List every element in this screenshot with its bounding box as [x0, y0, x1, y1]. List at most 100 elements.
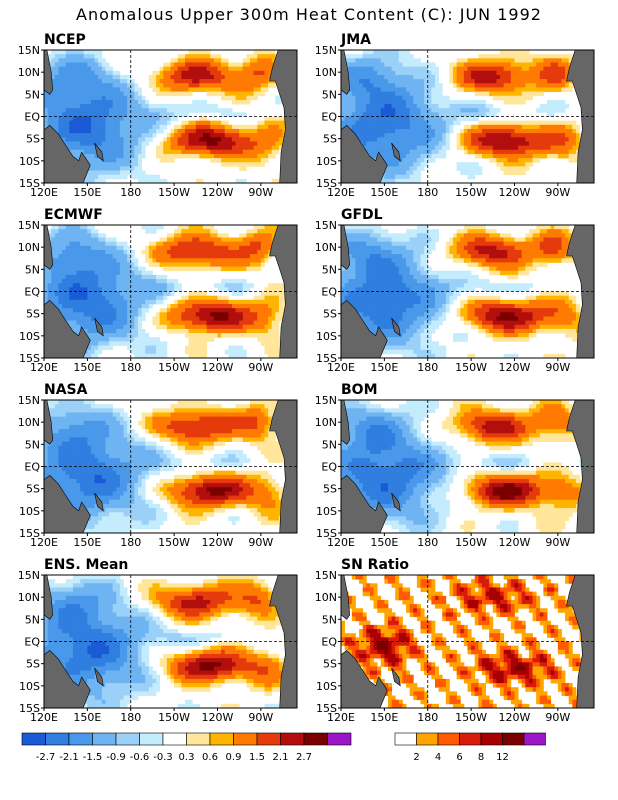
field-cell [76, 79, 81, 84]
field-cell [554, 70, 559, 76]
field-cell [116, 170, 121, 176]
field-cell [543, 141, 548, 146]
field-cell [127, 145, 132, 151]
field-cell [203, 79, 208, 84]
field-cell [257, 262, 262, 267]
field-cell [217, 79, 222, 84]
field-cell [137, 320, 142, 326]
field-cell [228, 333, 233, 338]
field-cell [492, 141, 497, 146]
field-cell [170, 116, 175, 122]
field-cell [355, 133, 360, 138]
field-cell [166, 241, 171, 247]
field-cell [127, 99, 132, 105]
field-cell [507, 128, 512, 134]
field-cell [532, 62, 537, 68]
field-cell [463, 116, 468, 122]
field-cell [137, 170, 142, 176]
field-cell [217, 128, 222, 134]
field-cell [76, 66, 81, 72]
field-cell [268, 233, 273, 238]
field-cell [391, 153, 396, 159]
field-cell [514, 87, 519, 92]
field-cell [275, 145, 280, 151]
field-cell [242, 349, 247, 355]
field-cell [112, 295, 117, 301]
field-cell [54, 249, 59, 255]
field-cell [536, 62, 541, 68]
field-cell [112, 133, 117, 138]
field-cell [489, 66, 494, 72]
field-cell [253, 237, 258, 243]
field-cell [123, 270, 128, 276]
field-cell [210, 54, 215, 59]
field-cell [478, 74, 483, 80]
field-cell [492, 153, 497, 159]
field-cell [127, 108, 132, 113]
field-cell [134, 303, 139, 309]
field-cell [127, 312, 132, 317]
field-cell [557, 62, 562, 68]
field-cell [76, 54, 81, 59]
field-cell [242, 283, 247, 288]
field-cell [65, 320, 70, 326]
field-cell [525, 66, 530, 72]
field-cell [145, 104, 150, 109]
field-cell [72, 316, 77, 321]
field-cell [177, 104, 182, 109]
field-cell [438, 104, 443, 109]
field-cell [83, 83, 88, 88]
field-cell [449, 66, 454, 72]
field-cell [83, 245, 88, 251]
field-cell [521, 149, 526, 155]
field-cell [250, 299, 255, 305]
field-cell [264, 128, 269, 134]
field-cell [496, 137, 501, 142]
field-cell [478, 62, 483, 68]
field-cell [420, 158, 425, 163]
field-cell [228, 62, 233, 68]
field-cell [98, 303, 103, 309]
field-cell [199, 116, 204, 122]
field-cell [362, 112, 367, 117]
field-cell [416, 58, 421, 63]
field-cell [500, 145, 505, 151]
field-cell [373, 108, 378, 113]
field-cell [384, 174, 389, 180]
field-cell [481, 145, 486, 151]
field-cell [192, 99, 197, 105]
field-cell [260, 50, 265, 55]
field-cell [188, 241, 193, 247]
field-cell [496, 120, 501, 126]
field-cell [481, 120, 486, 126]
field-cell [264, 83, 269, 88]
field-cell [90, 353, 95, 358]
field-cell [101, 241, 106, 247]
field-cell [471, 162, 476, 167]
field-cell [377, 116, 382, 122]
field-cell [94, 120, 99, 126]
field-cell [119, 312, 124, 317]
field-cell [518, 158, 523, 163]
field-cell [239, 316, 244, 321]
field-cell [445, 112, 450, 117]
field-cell [268, 241, 273, 247]
field-cell [377, 145, 382, 151]
field-cell [373, 149, 378, 155]
field-cell [239, 79, 244, 84]
field-cell [536, 158, 541, 163]
field-cell [467, 74, 472, 80]
field-cell [550, 58, 555, 63]
field-cell [69, 279, 74, 284]
field-cell [47, 120, 52, 126]
field-cell [174, 116, 179, 122]
field-cell [83, 112, 88, 117]
field-cell [116, 141, 121, 146]
field-cell [474, 108, 479, 113]
field-cell [206, 249, 211, 255]
field-cell [409, 166, 414, 171]
field-cell [456, 87, 461, 92]
field-cell [152, 128, 157, 134]
field-cell [116, 104, 121, 109]
field-cell [355, 70, 360, 76]
